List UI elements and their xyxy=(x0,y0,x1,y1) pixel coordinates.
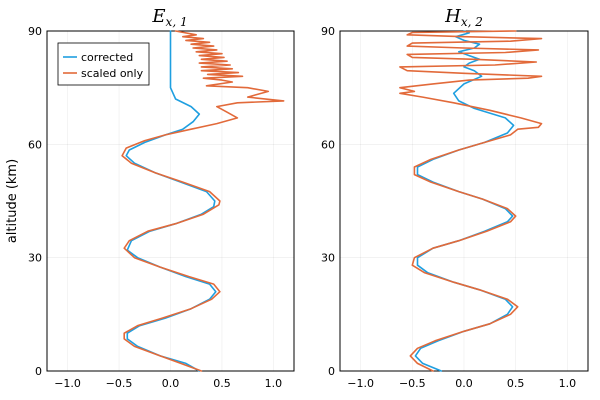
panel-right-title: Hx, 2 xyxy=(444,6,483,29)
legend-box xyxy=(57,42,150,86)
x-tick-label: −0.5 xyxy=(106,377,133,390)
legend: corrected scaled only xyxy=(57,42,150,86)
y-tick-label: 60 xyxy=(28,138,42,151)
panel-left-title: Ex, 1 xyxy=(151,6,187,29)
y-tick-label: 30 xyxy=(321,252,335,265)
panel-left: −1.0 −0.5 0.0 0.5 1.0 0 30 60 90 Ex, 1 altitude… xyxy=(5,6,295,390)
panel-right-series xyxy=(399,30,543,372)
series-line-scaled-only xyxy=(121,30,285,372)
y-tick-label: 0 xyxy=(35,365,42,378)
y-tick-label: 30 xyxy=(28,252,42,265)
panel-left-yticks: 0 30 60 90 xyxy=(28,25,42,378)
panel-right-yticks: 0 30 60 90 xyxy=(321,25,335,378)
panel-right-xticks: −1.0 −0.5 0.0 0.5 1.0 xyxy=(347,377,576,390)
legend-label-corrected: corrected xyxy=(81,51,133,64)
x-tick-label: 1.0 xyxy=(265,377,283,390)
legend-label-scaled-only: scaled only xyxy=(81,67,144,80)
x-tick-label: 1.0 xyxy=(559,377,577,390)
x-tick-label: −0.5 xyxy=(399,377,426,390)
x-tick-label: 0.0 xyxy=(455,377,473,390)
panel-right: −1.0 −0.5 0.0 0.5 1.0 0 30 60 90 Hx, 2 xyxy=(321,6,589,390)
x-tick-label: −1.0 xyxy=(54,377,81,390)
x-tick-label: 0.5 xyxy=(507,377,525,390)
series-line-scaled-only xyxy=(399,30,543,372)
panel-left-series xyxy=(121,30,285,372)
x-tick-label: 0.0 xyxy=(162,377,180,390)
y-axis-label: altitude (km) xyxy=(5,159,20,243)
x-tick-label: −1.0 xyxy=(347,377,374,390)
y-tick-label: 60 xyxy=(321,138,335,151)
panel-left-xticks: −1.0 −0.5 0.0 0.5 1.0 xyxy=(54,377,282,390)
y-tick-label: 90 xyxy=(321,25,335,38)
y-tick-label: 90 xyxy=(28,25,42,38)
x-tick-label: 0.5 xyxy=(213,377,231,390)
y-tick-label: 0 xyxy=(328,365,335,378)
